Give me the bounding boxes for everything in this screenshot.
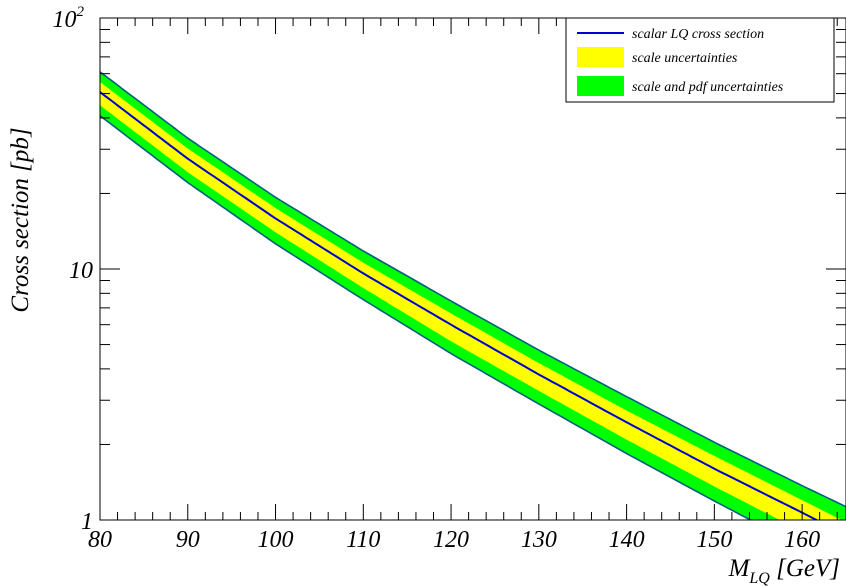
- plot-area: [100, 71, 846, 520]
- pdf-uncertainty-band: [100, 71, 846, 520]
- y-tick-label: 10: [69, 258, 93, 284]
- x-tick-label: 90: [176, 527, 200, 553]
- x-tick-label: 150: [696, 527, 732, 553]
- y-axis-title: Cross section [pb]: [7, 127, 34, 312]
- pdf-band-upper-edge: [100, 71, 846, 508]
- y-axis-ticks: [100, 17, 846, 521]
- x-tick-label: 80: [88, 527, 112, 553]
- x-axis-tick-labels: 80 90 100 110 120 130 140 150 160: [88, 527, 820, 553]
- x-tick-label: 110: [346, 527, 380, 553]
- x-axis-title: MLQ [GeV]: [728, 555, 840, 586]
- x-tick-label: 130: [521, 527, 557, 553]
- legend: scalar LQ cross section scale uncertaint…: [565, 17, 835, 103]
- legend-label-central: scalar LQ cross section: [632, 27, 764, 42]
- central-cross-section-line: [100, 91, 819, 520]
- legend-swatch-scale-band: [577, 47, 624, 67]
- y-tick-label: 1: [81, 509, 93, 535]
- legend-label-pdf-band: scale and pdf uncertainties: [632, 80, 784, 95]
- y-axis-tick-labels: 1 10 102: [53, 4, 94, 535]
- x-tick-label: 160: [784, 527, 820, 553]
- legend-swatch-pdf-band: [577, 76, 624, 96]
- y-tick-label: 102: [53, 4, 85, 33]
- legend-label-scale-band: scale uncertainties: [632, 51, 738, 66]
- pdf-band-lower-edge: [100, 115, 753, 520]
- x-tick-label: 140: [609, 527, 645, 553]
- x-tick-label: 120: [433, 527, 469, 553]
- x-tick-label: 100: [258, 527, 294, 553]
